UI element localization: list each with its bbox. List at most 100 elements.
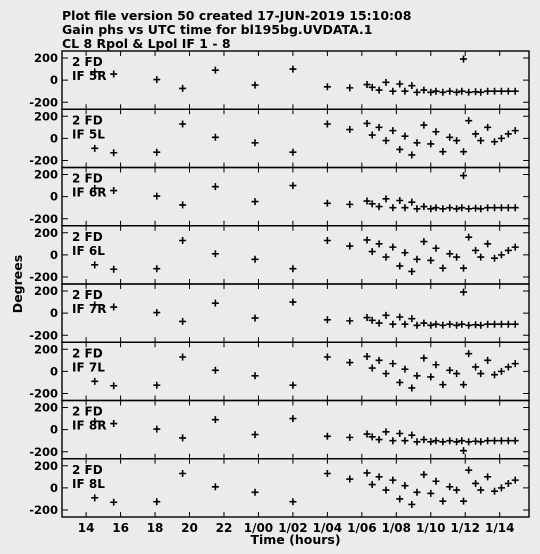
data-point-marker	[484, 356, 492, 364]
x-tick-label: 14	[78, 521, 95, 535]
data-point-marker	[153, 381, 161, 389]
panel-if-label: IF 8R	[72, 419, 106, 433]
data-point-marker	[323, 469, 331, 477]
data-point-marker	[420, 436, 428, 444]
x-tick-label: 1/00	[244, 521, 273, 535]
data-point-marker	[439, 438, 447, 446]
data-point-marker	[453, 321, 461, 329]
panel-frame-5	[61, 283, 530, 343]
y-tick-label: 200	[34, 226, 58, 240]
data-point-marker	[484, 473, 492, 481]
data-point-marker	[408, 267, 416, 275]
y-tick-label: 200	[34, 51, 58, 65]
data-point-marker	[511, 320, 519, 328]
data-point-marker	[289, 265, 297, 273]
data-point-marker	[420, 471, 428, 479]
data-point-marker	[375, 436, 383, 444]
data-point-marker	[460, 55, 468, 63]
data-point-marker	[375, 319, 383, 327]
plot-header-line-3: CL 8 Rpol & Lpol IF 1 - 8	[62, 36, 231, 51]
data-point-marker	[323, 432, 331, 440]
data-point-marker	[251, 314, 259, 322]
data-point-marker	[401, 320, 409, 328]
y-tick-label: -200	[29, 154, 58, 168]
data-point-marker	[465, 438, 473, 446]
data-point-marker	[289, 298, 297, 306]
data-point-marker	[211, 366, 219, 374]
data-point-marker	[491, 254, 499, 262]
data-point-marker	[408, 315, 416, 323]
data-point-marker	[211, 483, 219, 491]
data-point-marker	[427, 140, 435, 148]
data-point-marker	[465, 321, 473, 329]
data-point-marker	[484, 123, 492, 131]
data-point-marker	[110, 303, 118, 311]
data-point-marker	[179, 317, 187, 325]
data-point-marker	[382, 486, 390, 494]
x-tick-label: 18	[147, 521, 164, 535]
data-point-marker	[368, 131, 376, 139]
data-point-marker	[110, 265, 118, 273]
y-tick-label: 0	[50, 423, 58, 437]
data-point-marker	[453, 88, 461, 96]
data-point-marker	[511, 87, 519, 95]
data-point-marker	[91, 494, 99, 502]
data-point-marker	[251, 372, 259, 380]
data-point-marker	[458, 437, 466, 445]
data-point-marker	[179, 201, 187, 209]
data-point-marker	[368, 364, 376, 372]
data-point-marker	[382, 311, 390, 319]
data-point-marker	[179, 469, 187, 477]
data-point-marker	[432, 320, 440, 328]
data-point-marker	[413, 88, 421, 96]
data-point-marker	[153, 192, 161, 200]
data-point-marker	[211, 66, 219, 74]
data-point-marker	[323, 316, 331, 324]
data-point-marker	[408, 151, 416, 159]
data-point-marker	[427, 438, 435, 446]
panel-if-label: IF 6R	[72, 186, 106, 200]
x-tick-label: 1/08	[382, 521, 411, 535]
y-tick-label: 200	[34, 459, 58, 473]
data-point-marker	[363, 430, 371, 438]
data-point-marker	[389, 437, 397, 445]
y-tick-label: -200	[29, 270, 58, 284]
data-point-marker	[179, 434, 187, 442]
data-point-marker	[427, 205, 435, 213]
data-point-marker	[289, 381, 297, 389]
data-point-marker	[446, 483, 454, 491]
data-point-marker	[460, 264, 468, 272]
data-point-marker	[458, 87, 466, 95]
panel-frame-3	[61, 166, 530, 227]
data-point-marker	[408, 384, 416, 392]
data-point-marker	[153, 76, 161, 84]
data-point-marker	[346, 359, 354, 367]
data-point-marker	[401, 437, 409, 445]
data-point-marker	[432, 477, 440, 485]
data-point-marker	[323, 199, 331, 207]
panel-frames	[61, 50, 530, 518]
data-point-marker	[453, 137, 461, 145]
data-point-marker	[401, 482, 409, 490]
data-point-marker	[439, 264, 447, 272]
data-point-marker	[375, 240, 383, 248]
data-point-marker	[179, 120, 187, 128]
data-point-marker	[491, 204, 499, 212]
data-point-marker	[420, 354, 428, 362]
x-tick-label: 1/02	[278, 521, 307, 535]
data-point-marker	[91, 184, 99, 192]
data-point-marker	[91, 301, 99, 309]
data-point-marker	[382, 428, 390, 436]
data-point-marker	[427, 489, 435, 497]
x-tick-label: 22	[216, 521, 233, 535]
data-point-marker	[497, 320, 505, 328]
panel-frame-6	[61, 341, 530, 402]
data-point-marker	[363, 119, 371, 127]
data-point-marker	[401, 204, 409, 212]
data-point-marker	[497, 251, 505, 259]
data-point-marker	[477, 321, 485, 329]
y-tick-label: 0	[50, 248, 58, 262]
data-point-marker	[110, 149, 118, 157]
panel-antenna-label: 2 FD	[72, 113, 103, 127]
data-point-marker	[211, 183, 219, 191]
